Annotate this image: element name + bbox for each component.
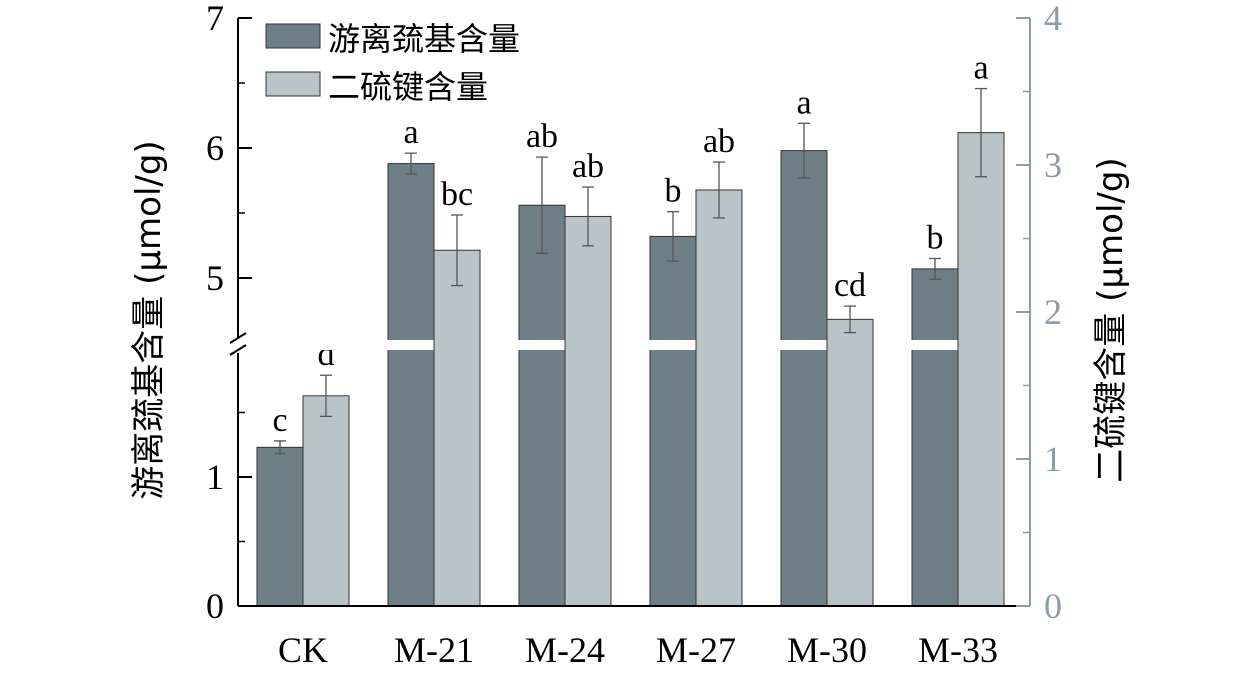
y-right-tick-label: 1	[1044, 439, 1062, 479]
x-tick-label: M-27	[656, 630, 736, 670]
axis-break-mark	[229, 332, 247, 344]
y-right-tick-label: 0	[1044, 586, 1062, 626]
bar-free-sulfhydryl	[649, 235, 697, 607]
bar-disulfide	[957, 132, 1005, 607]
bar-free-sulfhydryl	[911, 268, 959, 607]
significance-label: cd	[834, 267, 866, 304]
x-tick-label: M-30	[787, 630, 867, 670]
bar-free-sulfhydryl	[518, 204, 566, 607]
bar-free-sulfhydryl	[780, 150, 828, 607]
bar-disulfide	[302, 395, 350, 607]
bar-disulfide	[695, 189, 743, 607]
y-left-tick-label: 7	[206, 0, 224, 38]
significance-label: ab	[703, 123, 735, 160]
x-tick-label: CK	[278, 630, 328, 670]
bar-disulfide	[826, 318, 874, 607]
y-right-tick-label: 4	[1044, 0, 1062, 38]
bar-disulfide-band-fill	[696, 340, 742, 350]
significance-label: a	[403, 114, 418, 151]
legend-label-disulfide: 二硫键含量	[328, 68, 488, 106]
bar-free-sulfhydryl	[387, 163, 435, 607]
legend-swatch-disulfide	[265, 71, 321, 97]
x-tick-label: M-33	[918, 630, 998, 670]
axis-break-band	[240, 340, 1028, 350]
significance-label: a	[973, 50, 988, 87]
significance-label: c	[272, 402, 287, 439]
bar-disulfide-band-fill	[958, 340, 1004, 350]
y-axis-right-title: 二硫键含量 (μmol/g)	[1091, 157, 1131, 482]
y-left-tick-label: 1	[206, 457, 224, 497]
bar-disulfide-band-fill	[827, 340, 873, 350]
bar-disulfide-band-fill	[434, 340, 480, 350]
axis-break-mark	[229, 344, 247, 356]
bar-free-sulfhydryl	[256, 446, 304, 607]
y-right-tick-label: 3	[1044, 145, 1062, 185]
significance-label: ab	[572, 148, 604, 185]
y-left-tick-label: 6	[206, 128, 224, 168]
bar-disulfide	[433, 249, 481, 607]
bar-disulfide-band-fill	[565, 340, 611, 350]
significance-label: bc	[441, 176, 473, 213]
significance-label: a	[796, 84, 811, 121]
x-tick-label: M-21	[394, 630, 474, 670]
y-right-tick-label: 2	[1044, 292, 1062, 332]
legend-label-free-sulfhydryl: 游离巯基含量	[328, 20, 520, 58]
y-axis-left-title: 游离巯基含量 (μmol/g)	[129, 140, 169, 499]
legend: 游离巯基含量 二硫键含量	[265, 20, 520, 106]
bar-disulfide	[564, 215, 612, 607]
significance-label: ab	[526, 118, 558, 155]
significance-label: b	[927, 220, 944, 257]
x-tick-label: M-24	[525, 630, 605, 670]
axes-layer: CK M-21 M-24 M-27 M-30 M-33 0 1 5 6 7 0 1 2 3 4	[206, 0, 1062, 670]
y-left-tick-label: 0	[206, 586, 224, 626]
significance-label: b	[665, 173, 682, 210]
legend-swatch-free-sulfhydryl	[265, 23, 321, 49]
y-left-tick-label: 5	[206, 258, 224, 298]
